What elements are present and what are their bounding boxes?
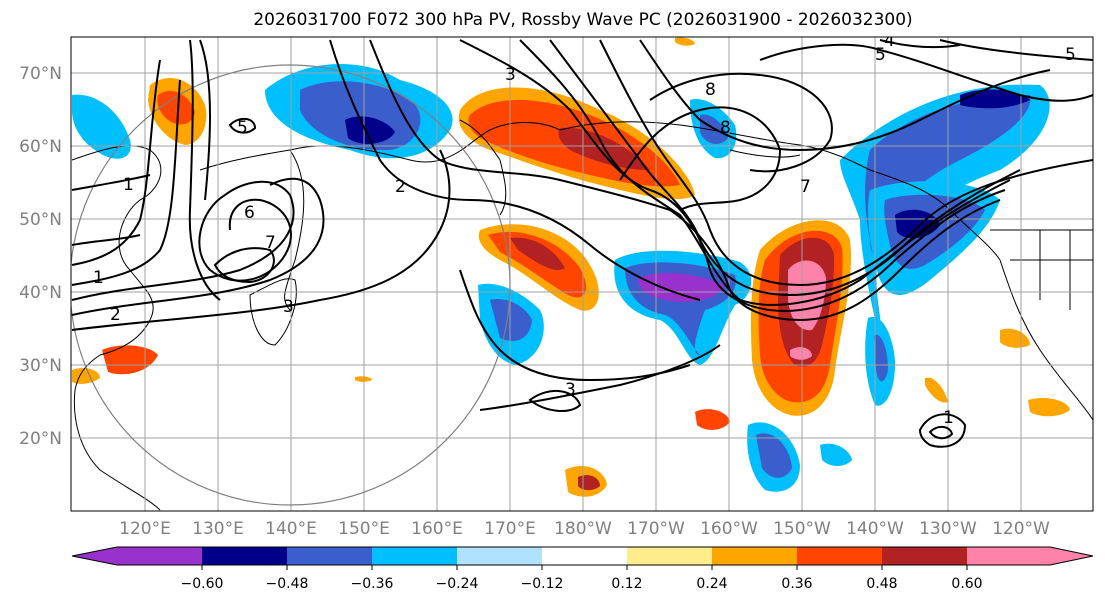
latitude-labels: 70°N 60°N 50°N 40°N 30°N 20°N [19, 64, 62, 449]
colorbar-tick-label: −0.12 [521, 576, 564, 592]
colorbar-outline [71, 546, 1094, 566]
contour-label: 1 [93, 268, 104, 288]
colorbar-tick-label: 0.24 [696, 576, 727, 592]
colorbar-segment [202, 547, 287, 565]
colorbar-tick-label: 0.12 [611, 576, 642, 592]
contour-label: 7 [800, 177, 811, 197]
colorbar-tick-label: 0.60 [951, 576, 982, 592]
contour-label: 1 [123, 175, 134, 195]
lon-label: 120°E [119, 519, 171, 539]
longitude-labels: 120°E 130°E 140°E 150°E 160°E 170°E 180°… [119, 519, 1050, 539]
lat-label: 40°N [19, 283, 62, 303]
colorbar: −0.60 −0.48 −0.36 −0.24 −0.12 0.12 0.24 … [71, 546, 1094, 592]
lon-label: 170°E [484, 519, 536, 539]
colorbar-tick-label: −0.36 [351, 576, 394, 592]
colorbar-segment [882, 547, 967, 565]
colorbar-tick-label: −0.60 [181, 576, 224, 592]
negative-anomaly-west [72, 94, 131, 159]
colorbar-segment [797, 547, 882, 565]
contour-label: 5 [1065, 45, 1076, 65]
colorbar-low-extend [72, 547, 117, 565]
lon-label: 160°E [411, 519, 463, 539]
colorbar-segment [627, 547, 712, 565]
contour-label: 5 [875, 45, 886, 65]
contour-label-group: 1 1 1 2 2 3 3 3 4 5 5 5 6 7 7 8 8 [93, 31, 1076, 428]
contour-label: 3 [565, 380, 576, 400]
contour-label: 5 [237, 118, 248, 138]
lon-label: 140°E [265, 519, 317, 539]
colorbar-tick-label: −0.24 [436, 576, 479, 592]
coastlines [71, 119, 1093, 511]
colorbar-segment [457, 547, 542, 565]
contour-label: 1 [943, 408, 954, 428]
colorbar-segment [542, 547, 627, 565]
lat-label: 70°N [19, 64, 62, 84]
contour-label: 6 [244, 203, 255, 223]
contour-label: 2 [395, 177, 406, 197]
colorbar-segment [372, 547, 457, 565]
colorbar-tick-label: 0.48 [866, 576, 897, 592]
colorbar-segment [287, 547, 372, 565]
contour-label: 2 [110, 305, 121, 325]
lon-label: 170°W [627, 519, 685, 539]
colorbar-tick-label: −0.48 [266, 576, 309, 592]
lat-label: 20°N [19, 429, 62, 449]
colorbar-segment [712, 547, 797, 565]
map-panel: 1 1 1 2 2 3 3 3 4 5 5 5 6 7 7 8 8 [70, 31, 1094, 512]
lon-label: 160°W [700, 519, 758, 539]
lon-label: 150°W [773, 519, 831, 539]
pv-anomaly-shading [72, 37, 1070, 497]
colorbar-segment [967, 547, 1050, 565]
lon-label: 130°W [919, 519, 977, 539]
lon-label: 120°W [992, 519, 1050, 539]
map-frame [70, 36, 1094, 512]
lat-label: 60°N [19, 137, 62, 157]
colorbar-segment [117, 547, 202, 565]
contour-label: 8 [720, 118, 731, 138]
figure-title: 2026031700 F072 300 hPa PV, Rossby Wave … [253, 10, 912, 30]
lon-label: 130°E [192, 519, 244, 539]
pv-contours [71, 39, 1093, 448]
colorbar-tick-label: 0.36 [781, 576, 812, 592]
reference-circle [71, 64, 511, 506]
contour-label: 7 [265, 233, 276, 253]
lat-label: 50°N [19, 210, 62, 230]
contour-label: 8 [705, 80, 716, 100]
lat-label: 30°N [19, 356, 62, 376]
lon-label: 140°W [846, 519, 904, 539]
lon-label: 180°W [554, 519, 612, 539]
contour-label: 4 [884, 31, 895, 51]
lon-label: 150°E [338, 519, 390, 539]
contour-label: 3 [283, 297, 294, 317]
colorbar-high-extend [1050, 547, 1093, 565]
contour-label: 3 [505, 65, 516, 85]
